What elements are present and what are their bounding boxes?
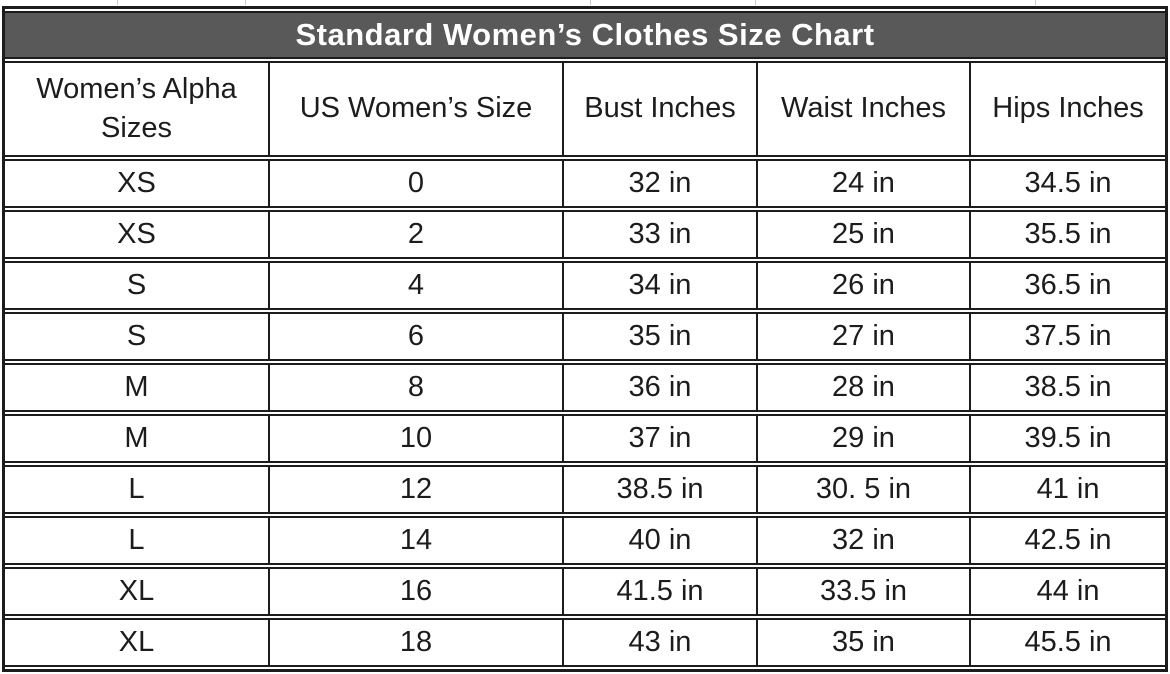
table-cell: 25 in: [756, 210, 969, 259]
table-cell: 18: [268, 618, 562, 667]
table-cell: 2: [268, 210, 562, 259]
table-cell: 41 in: [969, 465, 1166, 514]
table-cell: XL: [5, 567, 268, 616]
table-cell: 14: [268, 516, 562, 565]
table-cell: 41.5 in: [562, 567, 756, 616]
table-cell: 27 in: [756, 312, 969, 361]
table-cell: M: [5, 414, 268, 463]
table-cell: 36.5 in: [969, 261, 1166, 310]
table-cell: M: [5, 363, 268, 412]
gridline-tick: [245, 0, 246, 5]
gridline-tick: [117, 0, 118, 5]
table-cell: 32 in: [562, 159, 756, 208]
table-cell: 42.5 in: [969, 516, 1166, 565]
table-cell: XS: [5, 210, 268, 259]
table-cell: 33 in: [562, 210, 756, 259]
table-cell: 38.5 in: [562, 465, 756, 514]
table-cell: 16: [268, 567, 562, 616]
column-header-hips: Hips Inches: [969, 61, 1166, 157]
table-cell: S: [5, 261, 268, 310]
table-cell: 43 in: [562, 618, 756, 667]
table-row: XS 2 33 in 25 in 35.5 in: [5, 210, 1166, 259]
table-row: L 12 38.5 in 30. 5 in 41 in: [5, 465, 1166, 514]
table-cell: 39.5 in: [969, 414, 1166, 463]
table-row: S 6 35 in 27 in 37.5 in: [5, 312, 1166, 361]
table-title-row: Standard Women’s Clothes Size Chart: [5, 11, 1166, 59]
table-cell: 38.5 in: [969, 363, 1166, 412]
table-cell: 6: [268, 312, 562, 361]
table-cell: L: [5, 516, 268, 565]
table-header-row: Women’s Alpha Sizes US Women’s Size Bust…: [5, 61, 1166, 157]
table-cell: 29 in: [756, 414, 969, 463]
table-cell: 26 in: [756, 261, 969, 310]
table-row: M 10 37 in 29 in 39.5 in: [5, 414, 1166, 463]
table-cell: 36 in: [562, 363, 756, 412]
table-cell: 35 in: [562, 312, 756, 361]
table-cell: 44 in: [969, 567, 1166, 616]
table-row: XL 16 41.5 in 33.5 in 44 in: [5, 567, 1166, 616]
table-row: XL 18 43 in 35 in 45.5 in: [5, 618, 1166, 667]
table-cell: 4: [268, 261, 562, 310]
table-cell: 34 in: [562, 261, 756, 310]
table-cell: 8: [268, 363, 562, 412]
table-cell: 0: [268, 159, 562, 208]
column-header-us-size: US Women’s Size: [268, 61, 562, 157]
table-cell: L: [5, 465, 268, 514]
table-cell: 35.5 in: [969, 210, 1166, 259]
table-row: L 14 40 in 32 in 42.5 in: [5, 516, 1166, 565]
gridline-tick: [755, 0, 756, 5]
table-cell: 35 in: [756, 618, 969, 667]
table-cell: 30. 5 in: [756, 465, 969, 514]
table-cell: 34.5 in: [969, 159, 1166, 208]
gridline-tick: [1035, 0, 1036, 5]
gridline-tick: [590, 0, 591, 5]
table-cell: 40 in: [562, 516, 756, 565]
table-cell: 37.5 in: [969, 312, 1166, 361]
column-header-bust: Bust Inches: [562, 61, 756, 157]
table-cell: 24 in: [756, 159, 969, 208]
table-cell: 32 in: [756, 516, 969, 565]
table-row: S 4 34 in 26 in 36.5 in: [5, 261, 1166, 310]
table-row: XS 0 32 in 24 in 34.5 in: [5, 159, 1166, 208]
table-cell: 12: [268, 465, 562, 514]
table-row: M 8 36 in 28 in 38.5 in: [5, 363, 1166, 412]
size-chart-table: Standard Women’s Clothes Size Chart Wome…: [2, 6, 1169, 672]
table-cell: 37 in: [562, 414, 756, 463]
table-cell: 28 in: [756, 363, 969, 412]
table-cell: XL: [5, 618, 268, 667]
table-title: Standard Women’s Clothes Size Chart: [5, 11, 1166, 59]
column-header-waist: Waist Inches: [756, 61, 969, 157]
table-cell: 45.5 in: [969, 618, 1166, 667]
table-cell: XS: [5, 159, 268, 208]
table-cell: 33.5 in: [756, 567, 969, 616]
column-header-alpha-sizes: Women’s Alpha Sizes: [5, 61, 268, 157]
table-cell: 10: [268, 414, 562, 463]
table-cell: S: [5, 312, 268, 361]
